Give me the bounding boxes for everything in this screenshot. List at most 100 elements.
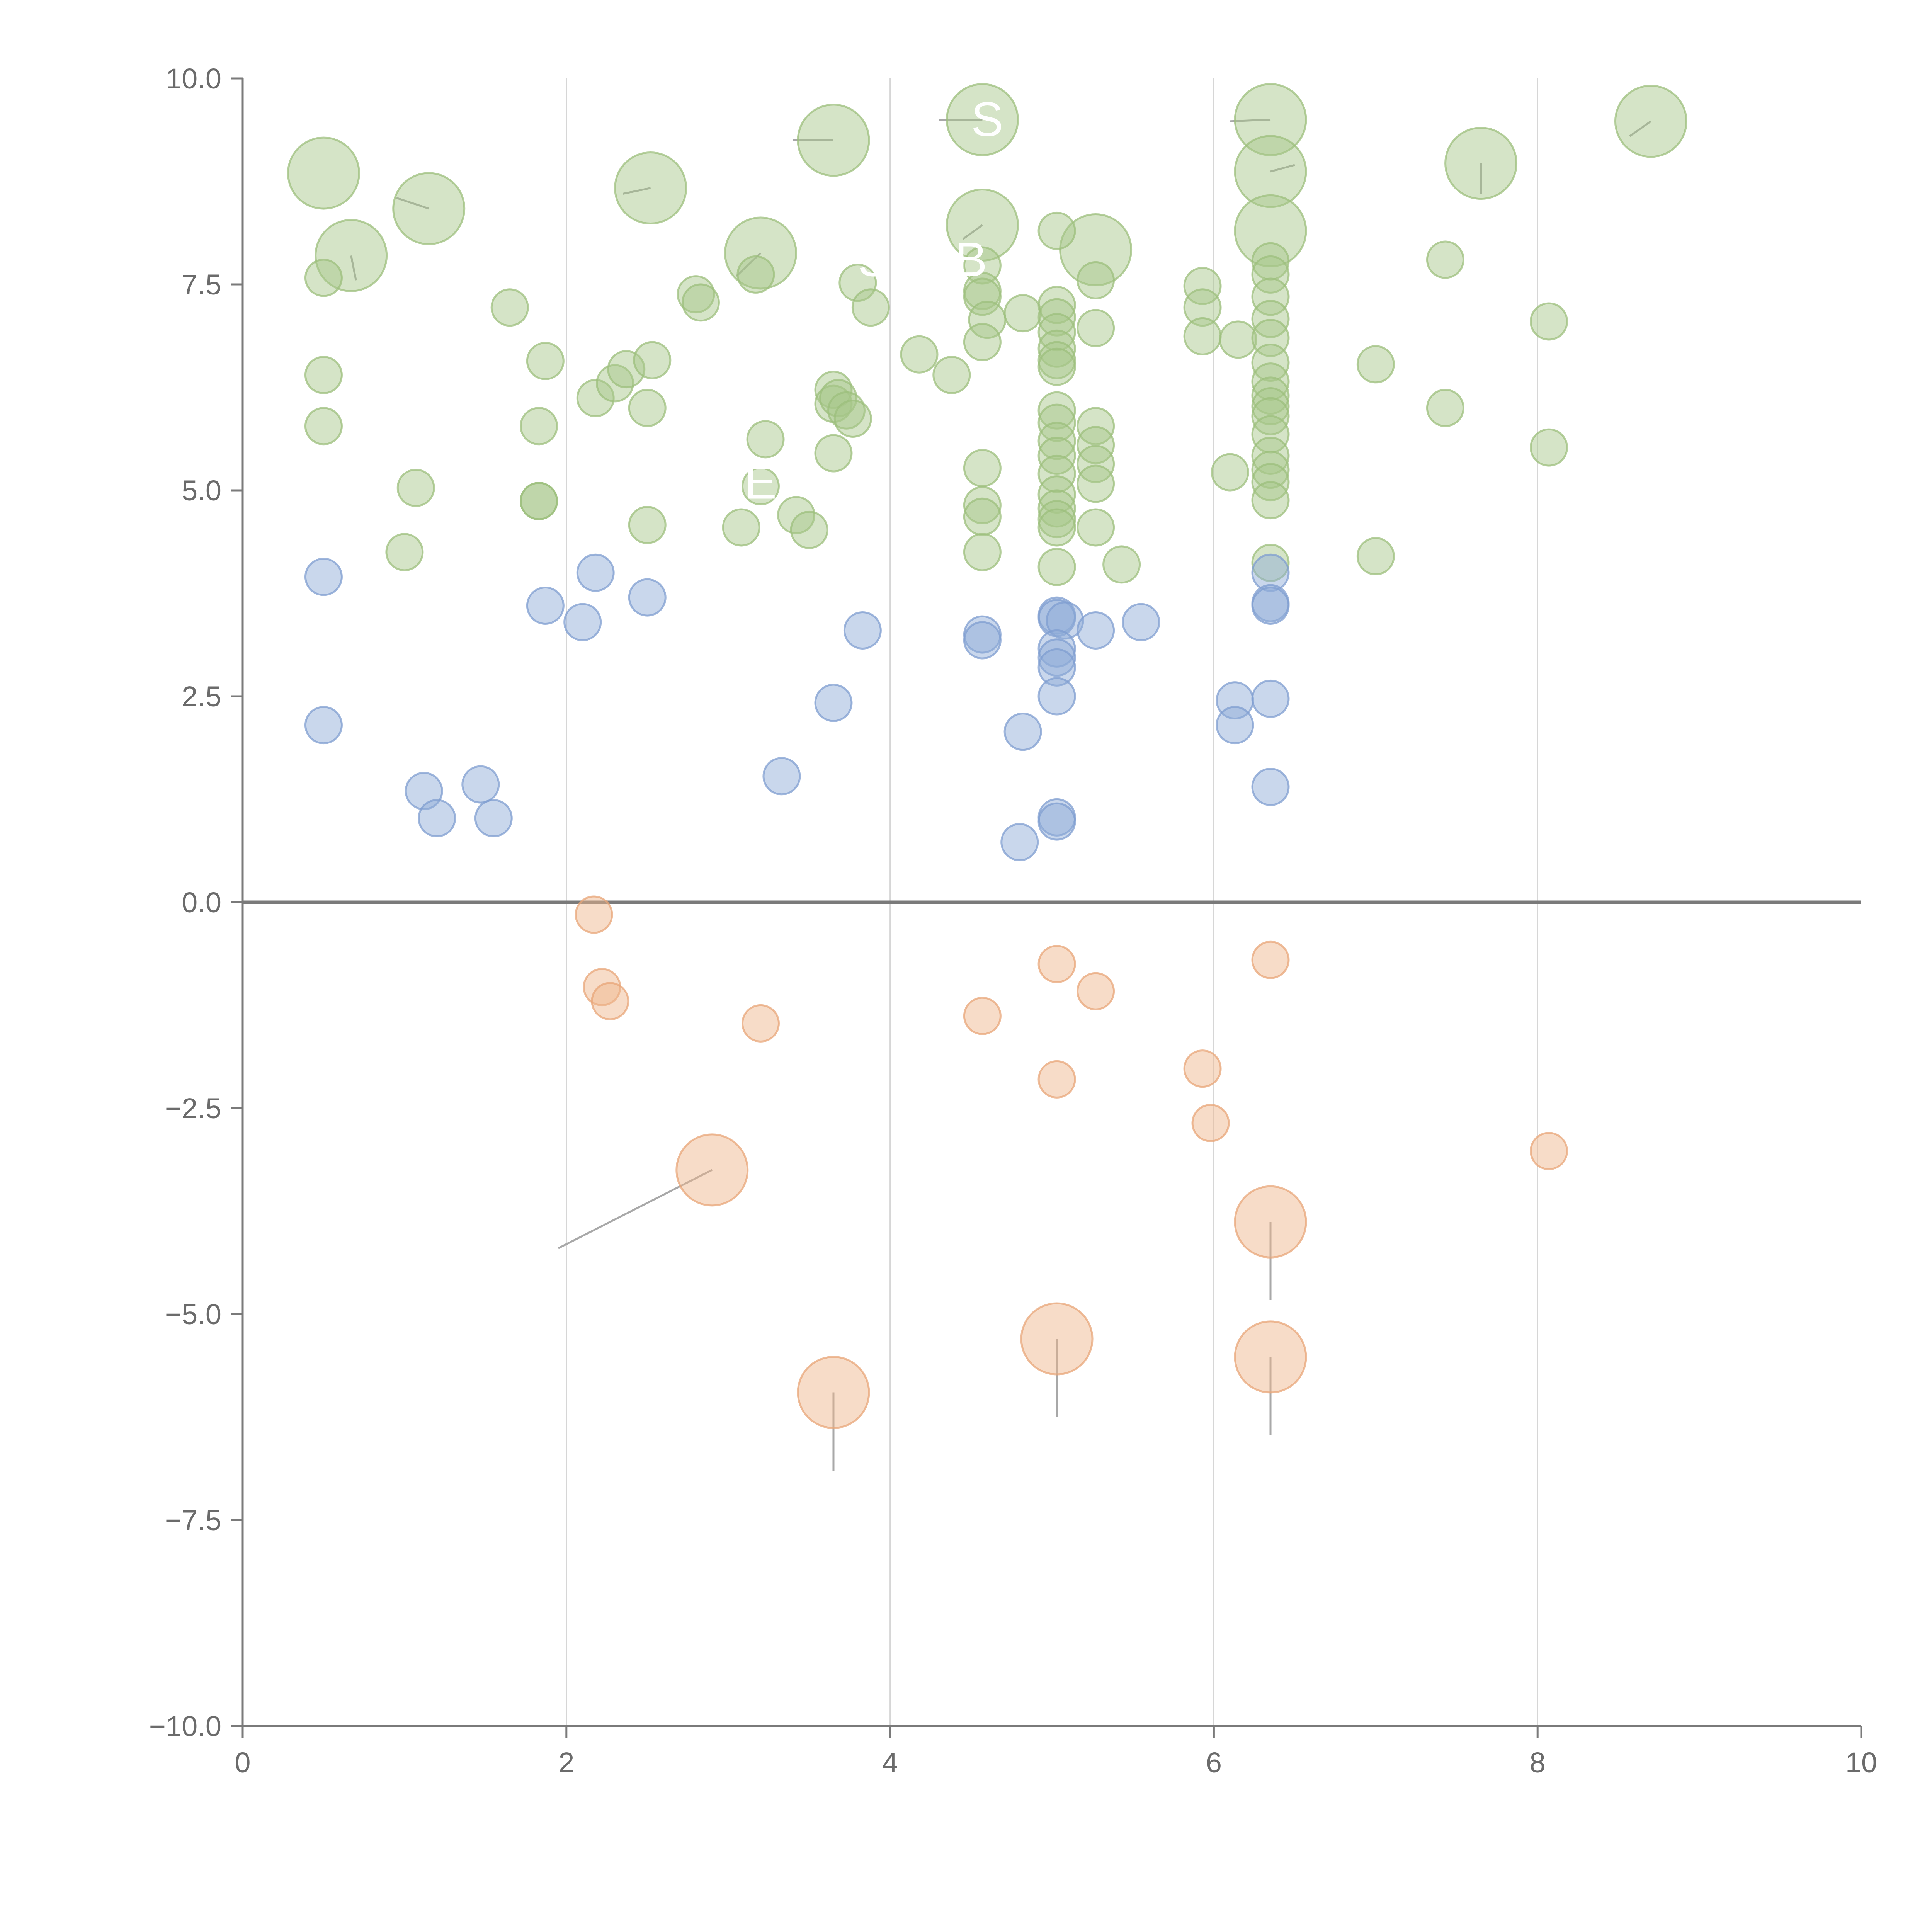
bubble-point bbox=[1234, 1320, 1307, 1394]
bubble-point bbox=[1000, 823, 1039, 861]
bubble-point bbox=[797, 104, 870, 177]
bubble-point bbox=[304, 356, 343, 395]
bubble-point bbox=[418, 799, 456, 838]
bubble-point bbox=[1037, 638, 1076, 677]
bubble-point bbox=[1251, 387, 1290, 426]
bubble-label: S bbox=[858, 233, 890, 287]
bubble-point bbox=[628, 389, 667, 427]
y-tick-label: 2.5 bbox=[182, 680, 221, 713]
bubble-point bbox=[1251, 481, 1290, 520]
x-tick-label: 6 bbox=[1206, 1747, 1222, 1779]
bubble-point bbox=[724, 216, 797, 290]
bubble-point bbox=[1251, 679, 1290, 718]
bubble-point bbox=[1037, 454, 1076, 493]
bubble-point bbox=[1037, 548, 1076, 586]
x-tick-label: 10 bbox=[1845, 1747, 1877, 1779]
bubble-point bbox=[1037, 508, 1076, 547]
leader-line bbox=[396, 197, 429, 210]
bubble-point bbox=[746, 420, 785, 459]
bubble-point bbox=[575, 895, 613, 934]
bubble-point bbox=[741, 1004, 780, 1043]
leader-line bbox=[350, 255, 357, 281]
y-tick-label: −10.0 bbox=[149, 1710, 221, 1742]
bubble-point bbox=[1530, 302, 1568, 341]
y-tick-label: 5.0 bbox=[182, 474, 221, 507]
bubble-point bbox=[526, 586, 565, 625]
bubble-point bbox=[1020, 1302, 1094, 1376]
bubble-point bbox=[963, 497, 1002, 536]
bubble-point bbox=[1037, 313, 1076, 352]
bubble-point bbox=[963, 486, 1002, 524]
bubble-point bbox=[722, 508, 760, 547]
x-tick-label: 2 bbox=[558, 1747, 574, 1779]
bubble-point bbox=[607, 350, 646, 389]
bubble-point bbox=[1059, 213, 1133, 286]
bubble-point bbox=[520, 407, 558, 446]
bubble-label: E bbox=[745, 455, 777, 509]
bubble-point bbox=[1037, 286, 1076, 324]
bubble-point bbox=[1251, 553, 1290, 592]
bubble-point bbox=[1234, 83, 1307, 156]
bubble-point bbox=[1251, 940, 1290, 979]
bubble-point bbox=[1037, 211, 1076, 250]
bubble-point bbox=[1183, 267, 1222, 305]
bubble-point bbox=[1356, 345, 1395, 384]
bubble-point bbox=[1251, 768, 1290, 806]
bubble-point bbox=[1251, 436, 1290, 475]
bubble-point bbox=[1037, 1060, 1076, 1099]
bubble-point bbox=[814, 434, 853, 473]
bubble-point bbox=[1251, 586, 1290, 625]
bubble-point bbox=[520, 482, 558, 520]
bubble-point bbox=[576, 553, 615, 592]
bubble-point bbox=[946, 83, 1019, 156]
bubble-point bbox=[814, 684, 853, 722]
leader-line bbox=[1270, 164, 1295, 173]
bubble-point bbox=[1251, 277, 1290, 316]
bubble-point bbox=[287, 136, 360, 210]
y-tick-label: 7.5 bbox=[182, 269, 221, 301]
bubble-point bbox=[1037, 802, 1076, 841]
x-tick-label: 8 bbox=[1530, 1747, 1546, 1779]
bubble-point bbox=[1211, 453, 1249, 492]
bubble-point bbox=[963, 277, 1002, 316]
bubble-point bbox=[797, 1356, 870, 1429]
bubble-point bbox=[1102, 545, 1141, 584]
bubble-point bbox=[1234, 194, 1307, 267]
bubble-label: B bbox=[955, 233, 987, 287]
bubble-point bbox=[1122, 603, 1160, 641]
leader-line bbox=[1629, 120, 1651, 137]
bubble-point bbox=[1037, 500, 1076, 539]
bubble-point bbox=[474, 799, 513, 838]
bubble-point bbox=[1037, 347, 1076, 386]
bubble-point bbox=[385, 533, 424, 571]
bubble-point bbox=[1003, 713, 1042, 751]
bubble-point bbox=[1037, 945, 1076, 983]
leader-line bbox=[962, 224, 983, 240]
axes: 0 2 4 6 8 10 −10.0 −7.5 −5.0 −2.5 0.0 2.5 5.0 7.5 10.0 bbox=[149, 63, 1877, 1779]
bubble-point bbox=[736, 255, 775, 294]
bubble-point bbox=[1077, 611, 1115, 650]
bubble-point bbox=[1077, 972, 1115, 1010]
bubble-point bbox=[614, 151, 687, 225]
bubble-point bbox=[396, 469, 435, 507]
bubble-point bbox=[628, 578, 667, 617]
bubble-point bbox=[563, 603, 602, 641]
y-tick-label: −5.0 bbox=[165, 1298, 221, 1330]
x-tick-label: 4 bbox=[882, 1747, 898, 1779]
bubble-point bbox=[963, 323, 1002, 361]
bubble-point bbox=[1077, 445, 1115, 483]
bubble-label: S bbox=[971, 93, 1003, 146]
bubble-point bbox=[851, 288, 890, 327]
bubble-point bbox=[1191, 1104, 1230, 1142]
bubble-point bbox=[1077, 309, 1115, 347]
bubble-point bbox=[1614, 85, 1687, 158]
bubble-point bbox=[1251, 255, 1290, 294]
bubble-point bbox=[1251, 451, 1290, 489]
y-tick-label: −2.5 bbox=[165, 1092, 221, 1124]
bubble-point bbox=[1077, 261, 1115, 299]
bubble-point bbox=[762, 757, 801, 796]
bubble-point bbox=[1530, 1132, 1568, 1170]
bubble-point bbox=[1530, 428, 1568, 467]
